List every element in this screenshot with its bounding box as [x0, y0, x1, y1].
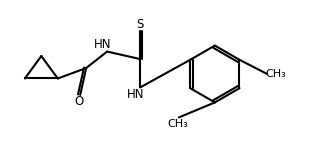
Text: HN: HN [127, 88, 144, 101]
Text: CH₃: CH₃ [167, 119, 188, 129]
Text: O: O [74, 95, 83, 108]
Text: CH₃: CH₃ [265, 69, 286, 79]
Text: S: S [136, 18, 144, 31]
Text: HN: HN [94, 38, 111, 51]
